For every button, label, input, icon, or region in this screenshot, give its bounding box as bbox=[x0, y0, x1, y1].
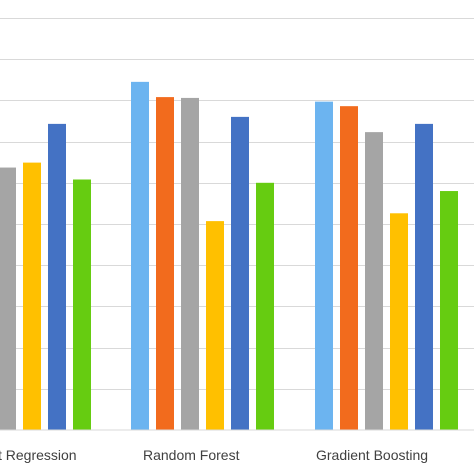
bar-series-2-cat-1 bbox=[181, 97, 199, 430]
bar-series-1-cat-2 bbox=[340, 106, 358, 430]
bar-series-4-cat-2 bbox=[415, 123, 433, 430]
bar-series-0-cat-1 bbox=[131, 81, 149, 431]
bar-series-3-cat-2 bbox=[390, 213, 408, 430]
bar-series-4-cat-0 bbox=[48, 123, 66, 430]
bar-series-3-cat-0 bbox=[23, 162, 41, 430]
bar-series-1-cat-1 bbox=[156, 97, 174, 430]
bar-series-0-cat-2 bbox=[315, 101, 333, 431]
x-tick-label-2: Gradient Boosting bbox=[316, 447, 428, 463]
x-tick-labels: t Regression Random Forest Gradient Boos… bbox=[0, 447, 428, 463]
bar-series-5-cat-0 bbox=[73, 179, 91, 430]
bar-series-4-cat-1 bbox=[231, 116, 249, 430]
bar-series-2-cat-0 bbox=[0, 167, 16, 430]
bars bbox=[0, 81, 458, 431]
x-tick-label-0: t Regression bbox=[0, 447, 77, 463]
bar-series-2-cat-2 bbox=[365, 132, 383, 430]
bar-series-5-cat-1 bbox=[256, 182, 274, 430]
bar-series-3-cat-1 bbox=[206, 221, 224, 430]
bar-series-5-cat-2 bbox=[440, 191, 458, 430]
x-tick-label-1: Random Forest bbox=[143, 447, 240, 463]
